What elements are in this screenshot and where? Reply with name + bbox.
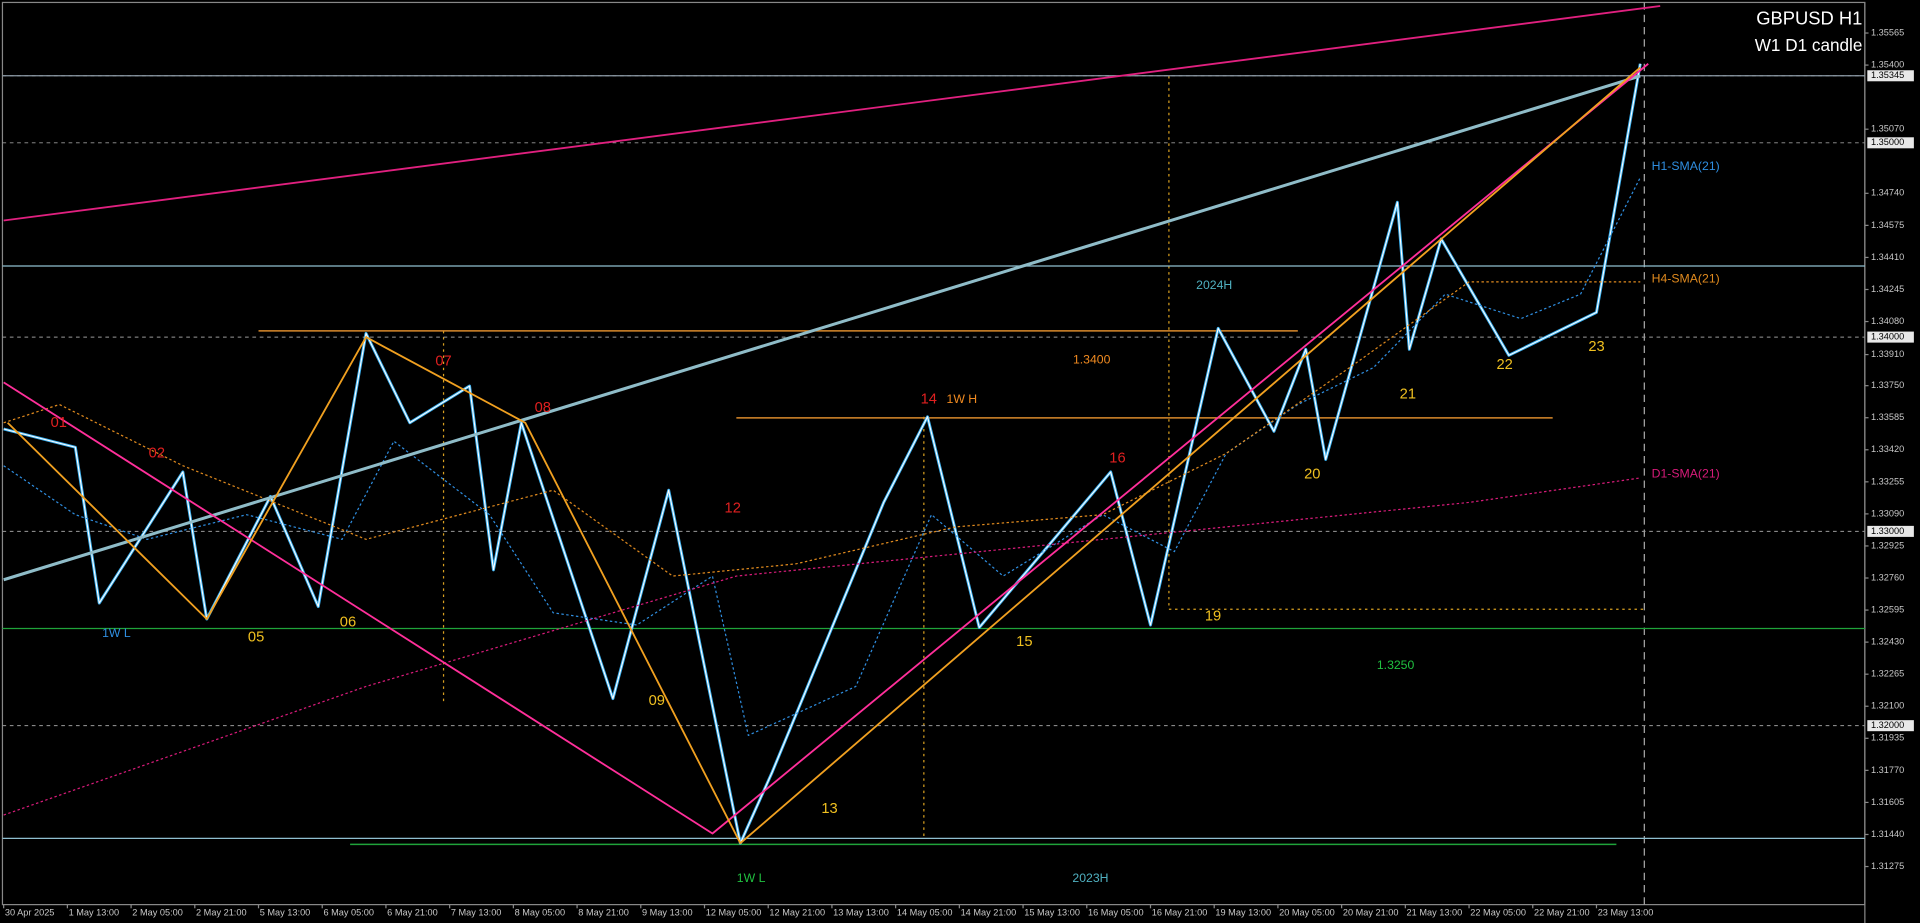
annotation: 13 xyxy=(821,801,837,817)
x-tick-label: 2 May 05:00 xyxy=(132,908,183,918)
y-tick-label: 1.33420 xyxy=(1871,444,1904,454)
x-tick-label: 6 May 21:00 xyxy=(387,908,438,918)
y-tick-label: 1.33255 xyxy=(1871,476,1904,486)
price-level-label: 1.32000 xyxy=(1871,720,1904,730)
chart-subtitle: W1 D1 candle xyxy=(1755,35,1863,55)
x-tick-label: 12 May 21:00 xyxy=(769,908,825,918)
x-tick-label: 14 May 05:00 xyxy=(897,908,953,918)
x-tick-label: 2 May 21:00 xyxy=(196,908,247,918)
y-tick-label: 1.34575 xyxy=(1871,220,1904,230)
x-tick-label: 12 May 05:00 xyxy=(706,908,762,918)
x-tick-label: 30 Apr 2025 xyxy=(5,908,55,918)
x-tick-label: 16 May 05:00 xyxy=(1088,908,1144,918)
x-tick-label: 6 May 05:00 xyxy=(323,908,374,918)
annotation: 02 xyxy=(149,445,165,461)
y-tick-label: 1.32760 xyxy=(1871,572,1904,582)
y-tick-label: 1.32925 xyxy=(1871,540,1904,550)
price-level-label: 1.35000 xyxy=(1871,137,1904,147)
annotation: 12 xyxy=(725,501,741,517)
x-tick-label: 14 May 21:00 xyxy=(961,908,1017,918)
series-line xyxy=(3,281,1641,577)
y-tick-label: 1.34410 xyxy=(1871,252,1904,262)
x-tick-label: 19 May 13:00 xyxy=(1215,908,1271,918)
annotation: 05 xyxy=(248,629,264,645)
price-level-box xyxy=(1867,525,1914,537)
y-tick-label: 1.33585 xyxy=(1871,412,1904,422)
x-tick-label: 22 May 05:00 xyxy=(1470,908,1526,918)
plot-frame xyxy=(1,1,1866,906)
series-line xyxy=(3,63,1649,835)
x-tick-label: 7 May 13:00 xyxy=(451,908,502,918)
annotation: 14 xyxy=(921,391,937,407)
y-tick-label: 1.34245 xyxy=(1871,284,1904,294)
series-line xyxy=(3,177,1641,736)
y-tick-label: 1.33090 xyxy=(1871,508,1904,518)
price-level-label: 1.34000 xyxy=(1871,332,1904,342)
annotation: 22 xyxy=(1496,357,1512,373)
price-level-label: 1.33000 xyxy=(1871,526,1904,536)
annotation: 1W L xyxy=(737,871,766,885)
x-tick-label: 21 May 13:00 xyxy=(1407,908,1463,918)
series-label: D1-SMA(21) xyxy=(1652,467,1720,481)
y-tick-label: 1.32265 xyxy=(1871,669,1904,679)
y-tick-label: 1.32595 xyxy=(1871,604,1904,614)
x-tick-label: 20 May 21:00 xyxy=(1343,908,1399,918)
price-level-box xyxy=(1867,70,1914,82)
annotation: 1.3400 xyxy=(1073,353,1111,367)
annotation: 1.3250 xyxy=(1377,658,1415,672)
annotation: 08 xyxy=(535,400,551,416)
annotation: 1W H xyxy=(947,392,978,406)
y-tick-label: 1.33910 xyxy=(1871,349,1904,359)
y-tick-label: 1.35070 xyxy=(1871,124,1904,134)
price-level-label: 1.35345 xyxy=(1871,70,1904,80)
x-tick-label: 1 May 13:00 xyxy=(69,908,120,918)
annotation: 1W L xyxy=(102,626,131,640)
y-tick-label: 1.32100 xyxy=(1871,701,1904,711)
series-line xyxy=(3,477,1641,816)
x-tick-label: 5 May 13:00 xyxy=(260,908,311,918)
chart-title: GBPUSD H1 xyxy=(1756,7,1862,28)
y-tick-label: 1.33750 xyxy=(1871,380,1904,390)
y-tick-label: 1.31605 xyxy=(1871,797,1904,807)
y-tick-label: 1.31935 xyxy=(1871,733,1904,743)
y-tick-label: 1.32430 xyxy=(1871,637,1904,647)
y-tick-label: 1.35565 xyxy=(1871,27,1904,37)
price-level-box xyxy=(1867,137,1914,149)
x-tick-label: 8 May 05:00 xyxy=(515,908,566,918)
series-line xyxy=(3,5,1661,222)
price-level-box xyxy=(1867,720,1914,732)
series-label: H4-SMA(21) xyxy=(1652,272,1720,286)
annotation: 2024H xyxy=(1196,278,1232,292)
annotation: 06 xyxy=(340,615,356,631)
y-tick-label: 1.31275 xyxy=(1871,861,1904,871)
x-tick-label: 13 May 13:00 xyxy=(833,908,889,918)
y-tick-label: 1.34740 xyxy=(1871,188,1904,198)
x-tick-label: 20 May 05:00 xyxy=(1279,908,1335,918)
series-line xyxy=(7,66,1641,845)
y-tick-label: 1.31440 xyxy=(1871,829,1904,839)
annotation: 19 xyxy=(1205,608,1221,624)
annotation: 07 xyxy=(435,353,451,369)
x-tick-label: 8 May 21:00 xyxy=(578,908,629,918)
series-label: H1-SMA(21) xyxy=(1652,159,1720,173)
annotation: 23 xyxy=(1588,339,1604,355)
x-tick-label: 9 May 13:00 xyxy=(642,908,693,918)
x-tick-label: 15 May 13:00 xyxy=(1024,908,1080,918)
x-tick-label: 16 May 21:00 xyxy=(1152,908,1208,918)
y-tick-label: 1.34080 xyxy=(1871,316,1904,326)
y-tick-label: 1.35400 xyxy=(1871,60,1904,70)
x-tick-label: 22 May 21:00 xyxy=(1534,908,1590,918)
annotation: 09 xyxy=(649,693,665,709)
annotation: 01 xyxy=(51,415,67,431)
annotation: 2023H xyxy=(1072,871,1108,885)
price-level-box xyxy=(1867,331,1914,343)
y-tick-label: 1.31770 xyxy=(1871,765,1904,775)
x-tick-label: 23 May 13:00 xyxy=(1598,908,1654,918)
annotation: 16 xyxy=(1109,450,1125,466)
annotation: 20 xyxy=(1304,466,1320,482)
annotation: 15 xyxy=(1016,634,1032,650)
annotation: 21 xyxy=(1400,387,1416,403)
